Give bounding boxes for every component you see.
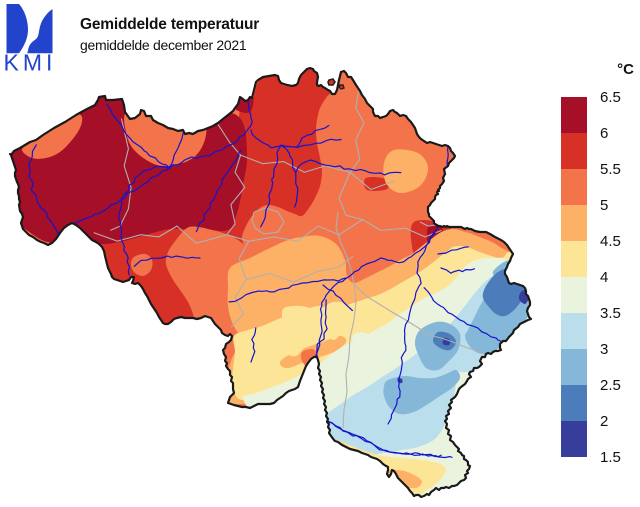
- svg-text:2: 2: [600, 413, 608, 430]
- svg-text:4: 4: [600, 269, 608, 286]
- svg-text:6: 6: [600, 125, 608, 142]
- svg-text:2.5: 2.5: [600, 377, 621, 394]
- svg-text:1.5: 1.5: [600, 449, 621, 466]
- svg-text:°C: °C: [617, 61, 634, 78]
- svg-text:5.5: 5.5: [600, 161, 621, 178]
- svg-text:3: 3: [600, 341, 608, 358]
- svg-text:6.5: 6.5: [600, 89, 621, 106]
- svg-text:4.5: 4.5: [600, 233, 621, 250]
- svg-text:5: 5: [600, 197, 608, 214]
- svg-text:KMI: KMI: [4, 50, 57, 75]
- svg-text:3.5: 3.5: [600, 305, 621, 322]
